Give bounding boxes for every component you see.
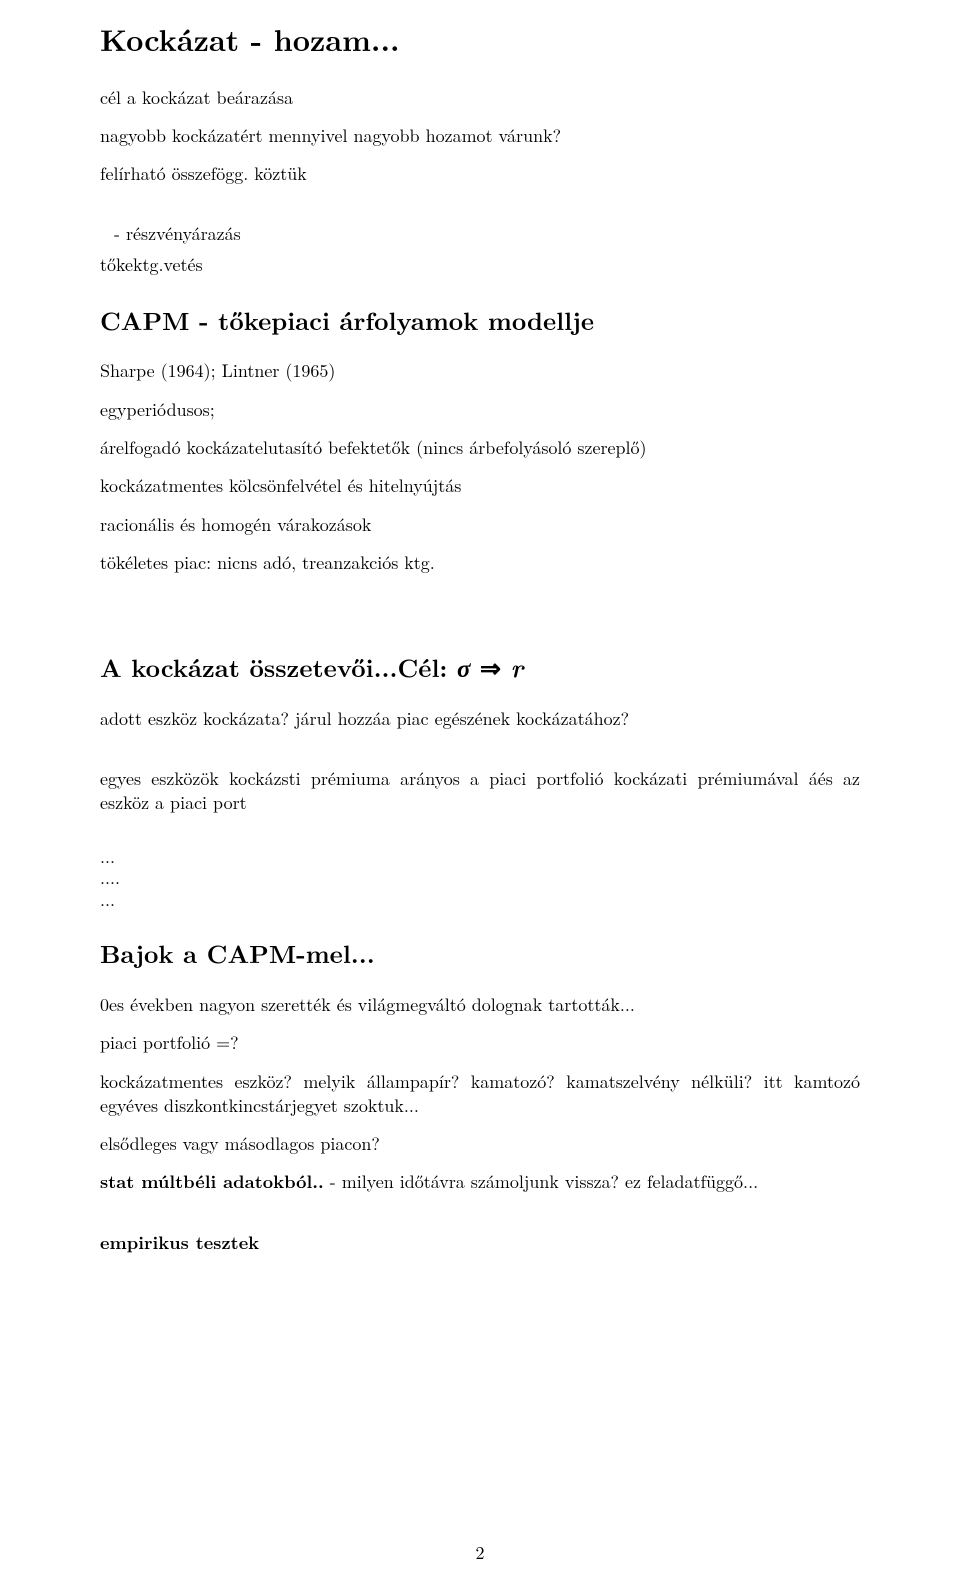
document-page: Kockázat - hozam... cél a kockázat beára… <box>0 0 960 1583</box>
text: - milyen időtávra számoljunk vissza? ez … <box>324 1169 758 1194</box>
paragraph: racionális és homogén várakozások <box>100 513 860 537</box>
paragraph: piaci portfolió =? <box>100 1031 860 1055</box>
paragraph: elsődleges vagy másodlagos piacon? <box>100 1132 860 1156</box>
r-symbol: r <box>511 648 524 685</box>
paragraph: stat múltbéli adatokból.. - milyen időtá… <box>100 1170 860 1194</box>
paragraph: tökéletes piac: nicns adó, treanzakciós … <box>100 551 860 575</box>
paragraph: árelfogadó kockázatelutasító befektetők … <box>100 436 860 460</box>
paragraph-bold: empirikus tesztek <box>100 1231 860 1255</box>
heading-bajok-capm: Bajok a CAPM-mel... <box>100 938 860 971</box>
paragraph: kockázatmentes kölcsönfelvétel és hiteln… <box>100 474 860 498</box>
paragraph: adott eszköz kockázata? járul hozzáa pia… <box>100 707 860 731</box>
heading-text: A kockázat összetevői...Cél: <box>100 650 457 685</box>
ellipsis-block: ... .... ... <box>100 846 860 911</box>
paragraph: cél a kockázat beárazása <box>100 86 860 110</box>
paragraph: felírható összefögg. köztük <box>100 162 860 186</box>
arrow-symbol: ⇒ <box>470 650 510 685</box>
ellipsis: ... <box>100 846 860 868</box>
paragraph: kockázatmentes eszköz? melyik állampapír… <box>100 1070 860 1119</box>
paragraph: Sharpe (1964); Lintner (1965) <box>100 359 860 383</box>
ellipsis: ... <box>100 889 860 911</box>
paragraph: tőkektg.vetés <box>100 253 860 277</box>
heading-kockazat-osszetevoi: A kockázat összetevői...Cél: σ ⇒ r <box>100 651 860 685</box>
paragraph: egyperiódusos; <box>100 398 860 422</box>
list-item: - részvényárazás <box>100 222 860 246</box>
ellipsis: .... <box>100 867 860 889</box>
paragraph: 0es években nagyon szerették és világmeg… <box>100 993 860 1017</box>
paragraph: nagyobb kockázatért mennyivel nagyobb ho… <box>100 124 860 148</box>
heading-kockazat-hozam: Kockázat - hozam... <box>100 20 860 58</box>
sigma-symbol: σ <box>457 648 470 685</box>
page-number: 2 <box>0 1540 960 1565</box>
bold-text: stat múltbéli adatokból.. <box>100 1169 324 1194</box>
heading-capm-model: CAPM - tőkepiaci árfolyamok modellje <box>100 305 860 338</box>
paragraph: egyes eszközök kockázsti prémiuma arányo… <box>100 767 860 816</box>
